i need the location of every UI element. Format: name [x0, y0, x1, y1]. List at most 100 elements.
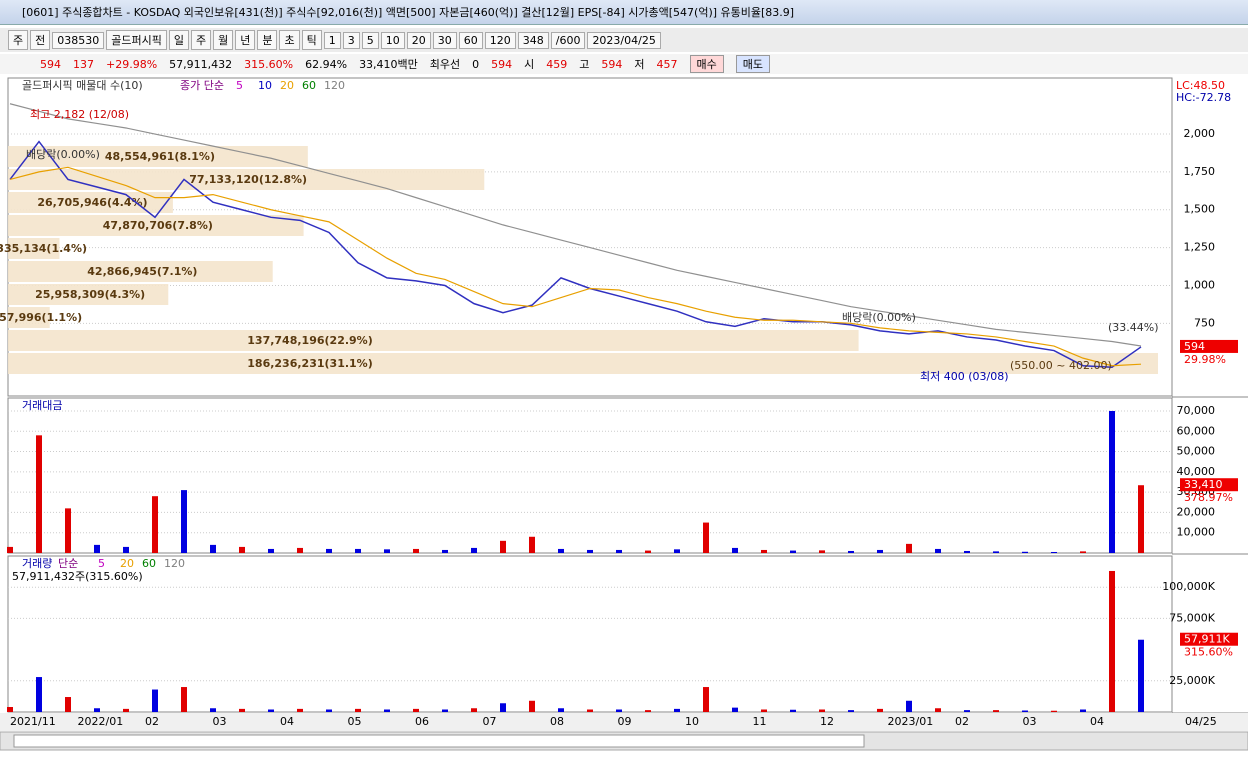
bar: [558, 708, 564, 712]
bar: [152, 496, 158, 553]
bar: [123, 546, 129, 553]
volume-profile-label: 26,705,946(4.4%): [37, 196, 147, 209]
y-tick-label: 1,750: [1184, 165, 1216, 178]
toolbar-button[interactable]: 1: [323, 31, 341, 49]
date-label: 2023/01: [888, 715, 934, 728]
panel-title: 거래량: [22, 557, 52, 570]
toolbar-button[interactable]: 주: [190, 30, 212, 50]
bar: [1138, 485, 1144, 553]
bar: [326, 548, 332, 553]
bar: [268, 548, 274, 553]
last-rate: 315.60%: [1184, 646, 1233, 659]
quote-bar: 594 137 +29.98% 57,911,432 315.60% 62.94…: [0, 54, 1248, 74]
toolbar-button[interactable]: 2023/04/25: [587, 31, 661, 49]
price-line: [9, 140, 1142, 368]
legend-item: 60: [302, 79, 316, 92]
volume-profile-label: 25,958,309(4.3%): [35, 288, 145, 301]
sell-button[interactable]: 매도: [735, 55, 771, 73]
volume-profile-bar: [8, 192, 173, 213]
bar: [500, 703, 506, 712]
bar: [1138, 639, 1144, 712]
toolbar-button[interactable]: 일: [168, 30, 189, 50]
toolbar-button[interactable]: 038530: [52, 31, 105, 49]
bar: [616, 549, 622, 553]
bar: [964, 710, 970, 712]
bar: [732, 547, 738, 553]
date-label: 04: [1090, 715, 1104, 728]
bar: [1080, 709, 1086, 712]
bar: [500, 540, 506, 553]
best: 최우선: [429, 58, 461, 71]
toolbar-button[interactable]: /600: [550, 31, 586, 49]
volume-profile-bar: [8, 261, 273, 282]
best-qty: 0: [472, 57, 480, 71]
bar: [413, 548, 419, 553]
toolbar-button[interactable]: 60: [458, 31, 483, 49]
y-tick-label: 1,500: [1184, 203, 1216, 216]
legend-item: 종가 단순: [180, 79, 224, 92]
toolbar-button[interactable]: 주: [8, 30, 29, 50]
legend-item: 단순: [58, 557, 78, 570]
y-tick-label: 100,000K: [1162, 580, 1215, 593]
toolbar-button[interactable]: 5: [361, 31, 379, 49]
toolbar-button[interactable]: 120: [484, 31, 516, 49]
volume-profile-label: 8,335,134(1.4%): [0, 242, 87, 255]
date-label: 04: [280, 715, 294, 728]
bar: [442, 549, 448, 553]
toolbar-button[interactable]: 골드퍼시픽: [106, 30, 167, 50]
toolbar-button[interactable]: 초: [279, 30, 300, 50]
bar: [239, 546, 245, 553]
bar: [558, 548, 564, 553]
volume-profile-bar: [8, 330, 859, 351]
toolbar-button[interactable]: 3: [342, 31, 360, 49]
toolbar-button[interactable]: 348: [517, 31, 549, 49]
toolbar-button[interactable]: 틱: [301, 30, 322, 50]
volume-profile-bar: [8, 353, 1158, 374]
bar: [384, 549, 390, 553]
bar: [268, 709, 274, 712]
lc-label: LC:48.50: [1176, 79, 1225, 92]
toolbar-button[interactable]: 년: [235, 30, 256, 50]
y-tick-label: 40,000: [1177, 465, 1216, 478]
toolbar-button[interactable]: 월: [213, 30, 234, 50]
date-label: 10: [685, 715, 699, 728]
bar: [964, 550, 970, 553]
panel-subtitle: 57,911,432주(315.60%): [12, 570, 143, 583]
bar: [94, 708, 100, 712]
bar: [471, 708, 477, 712]
y-tick-label: 20,000: [1177, 505, 1216, 518]
date-label: 08: [550, 715, 564, 728]
toolbar-button[interactable]: 분: [257, 30, 278, 50]
bar: [732, 707, 738, 712]
volume-profile-label: 186,236,231(31.1%): [247, 357, 372, 370]
toolbar-button[interactable]: 10: [380, 31, 405, 49]
turnover: 62.94%: [305, 57, 348, 71]
last-label: 33,410: [1184, 478, 1223, 491]
last-label: 57,911K: [1184, 633, 1230, 646]
y-tick-label: 750: [1194, 316, 1215, 329]
bar: [703, 522, 709, 553]
toolbar-button[interactable]: 전: [30, 30, 51, 50]
date-label: 2022/01: [78, 715, 124, 728]
bar: [1022, 551, 1028, 553]
toolbar-button[interactable]: 30: [432, 31, 457, 49]
toolbar-button[interactable]: 20: [406, 31, 431, 49]
legend-item: 60: [142, 557, 156, 570]
bar: [65, 508, 71, 553]
bar: [239, 708, 245, 712]
bar: [297, 708, 303, 712]
best-price: 594: [491, 57, 513, 71]
low-label: 저: [634, 58, 645, 71]
bar: [877, 549, 883, 553]
high: 594: [601, 57, 623, 71]
bar: [616, 709, 622, 712]
bar: [645, 550, 651, 553]
last-rate: 378.97%: [1184, 491, 1233, 504]
buy-button[interactable]: 매수: [689, 55, 724, 73]
volume-profile-label: 6,757,996(1.1%): [0, 311, 82, 324]
last-rate: 29.98%: [1184, 353, 1226, 366]
date-label: 09: [618, 715, 632, 728]
date-label: 12: [820, 715, 834, 728]
y-tick-label: 10,000: [1177, 526, 1216, 539]
